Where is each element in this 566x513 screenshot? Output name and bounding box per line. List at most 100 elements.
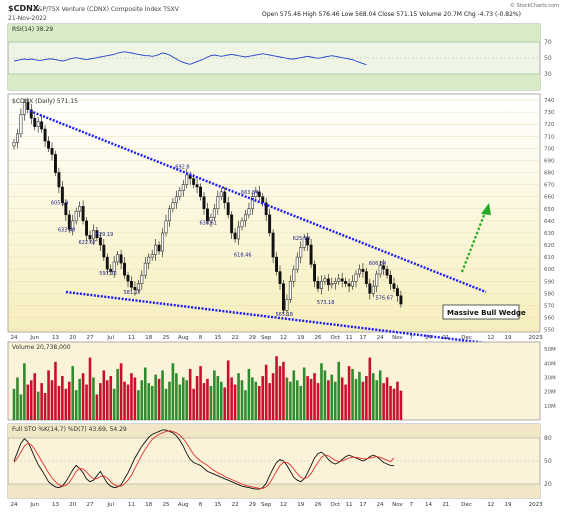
candle-body [209,216,213,222]
volume-bar [313,373,316,420]
stoch-panel: Full STO %K(14,7) %D(7) 43.69, 54.29 80 … [7,423,552,499]
candle-body [257,191,261,197]
volume-bar [154,374,157,420]
volume-label: Volume 20,738,000 [12,344,71,351]
candle-body [126,274,130,282]
volume-bar [192,388,195,420]
x-tick-label: 24 [11,335,18,341]
candle-body [16,133,19,143]
x-tick-label: 24 [11,502,18,508]
volume-tick-label: 30M [544,375,556,381]
volume-tick-label: 40M [544,361,556,367]
price-tick-label: 720 [544,122,555,128]
volume-bar [40,383,43,420]
candle-body [389,274,392,284]
x-tick-label: 26 [315,335,322,341]
volume-bar [19,394,23,420]
volume-bar [67,381,71,420]
x-tick-label: 11 [128,335,135,341]
volume-tick-label: 50M [544,347,556,353]
rsi-level-70: 70 [544,39,552,46]
volume-bar [261,376,265,420]
candle-body [237,226,240,240]
x-tick-label: Oct [331,502,341,508]
volume-bar [216,376,220,420]
chart-index-name: S&P/TSX Venture (CDNX) Composite Index T… [34,6,180,13]
candle-body [202,196,206,210]
volume-bar [99,383,102,420]
x-tick-label: Jul [106,502,114,508]
volume-bar [26,384,30,420]
volume-bar [354,378,358,420]
price-tick-label: 730 [544,110,555,116]
candle-body [326,278,330,286]
rsi-line [13,51,367,66]
x-tick-label: Jun [29,335,39,341]
x-tick-label: Jul [106,335,114,341]
price-annotation: 605.19 [51,201,68,207]
volume-bar [399,390,403,420]
candle-body [22,102,26,115]
x-tick-label: Nov [392,502,403,508]
volume-bar [130,373,133,420]
volume-bar [119,363,123,420]
volume-bar [351,368,354,420]
volume-bar [23,363,26,420]
stoch-label: Full STO %K(14,7) %D(7) 43.69, 54.29 [12,426,127,433]
volume-bar [206,378,209,420]
volume-bar [47,370,50,420]
stoch-level-80: 80 [544,435,552,442]
x-tick-label: 19 [505,502,512,508]
candle-body [351,281,354,287]
candle-body [92,230,95,240]
volume-bar [320,363,323,420]
x-tick-label: 19 [297,502,304,508]
volume-bar [268,383,271,420]
candle-body [81,206,85,222]
breakout-arrow-head-icon [481,203,491,215]
volume-bar [175,373,178,420]
x-tick-label: 21 [442,502,449,508]
volume-bar [105,380,109,420]
volume-bar [340,377,344,420]
volume-bar [295,380,299,420]
candle-body [181,184,185,191]
x-axis-top: 24 Jun 13 20 27 Jul 11 18 25 Aug 8 15 22 29 Sep 12 19 26 O… [11,335,544,341]
candle-body [330,283,334,286]
candle-body [306,237,310,246]
price-tick-label: 590 [544,279,555,285]
candle-body [95,230,99,239]
x-tick-label: 27 [87,502,94,508]
candle-body [240,220,244,228]
price-tick-label: 570 [544,303,555,309]
candle-body [371,285,375,294]
candle-body [219,191,223,197]
x-tick-label: 12 [280,502,287,508]
price-tick-label: 670 [544,183,555,189]
x-tick-label: 7 [410,502,414,508]
volume-bar [147,383,151,420]
candle-body [74,210,78,222]
x-tick-label: 8 [199,502,203,508]
volume-bar [123,381,126,420]
x-tick-label: 25 [163,502,170,508]
x-tick-label: 17 [359,335,366,341]
x-tick-label: 24 [377,502,384,508]
volume-bar [164,388,168,420]
candle-body [254,191,258,197]
volume-bar [95,394,99,420]
volume-tick-label: 10M [544,404,556,410]
volume-bar [375,380,379,420]
volume-bar [88,357,92,420]
volume-bar [226,360,230,420]
x-tick-label: 7 [410,335,414,341]
volume-bar [306,376,309,420]
x-tick-label: 2023 [529,502,543,508]
candle-body [171,202,175,210]
price-annotation: 597.36 [99,271,117,277]
candle-body [60,186,64,203]
candle-body [323,278,327,282]
volume-bar [271,373,275,420]
candle-body [399,295,403,305]
candle-body [19,114,23,135]
